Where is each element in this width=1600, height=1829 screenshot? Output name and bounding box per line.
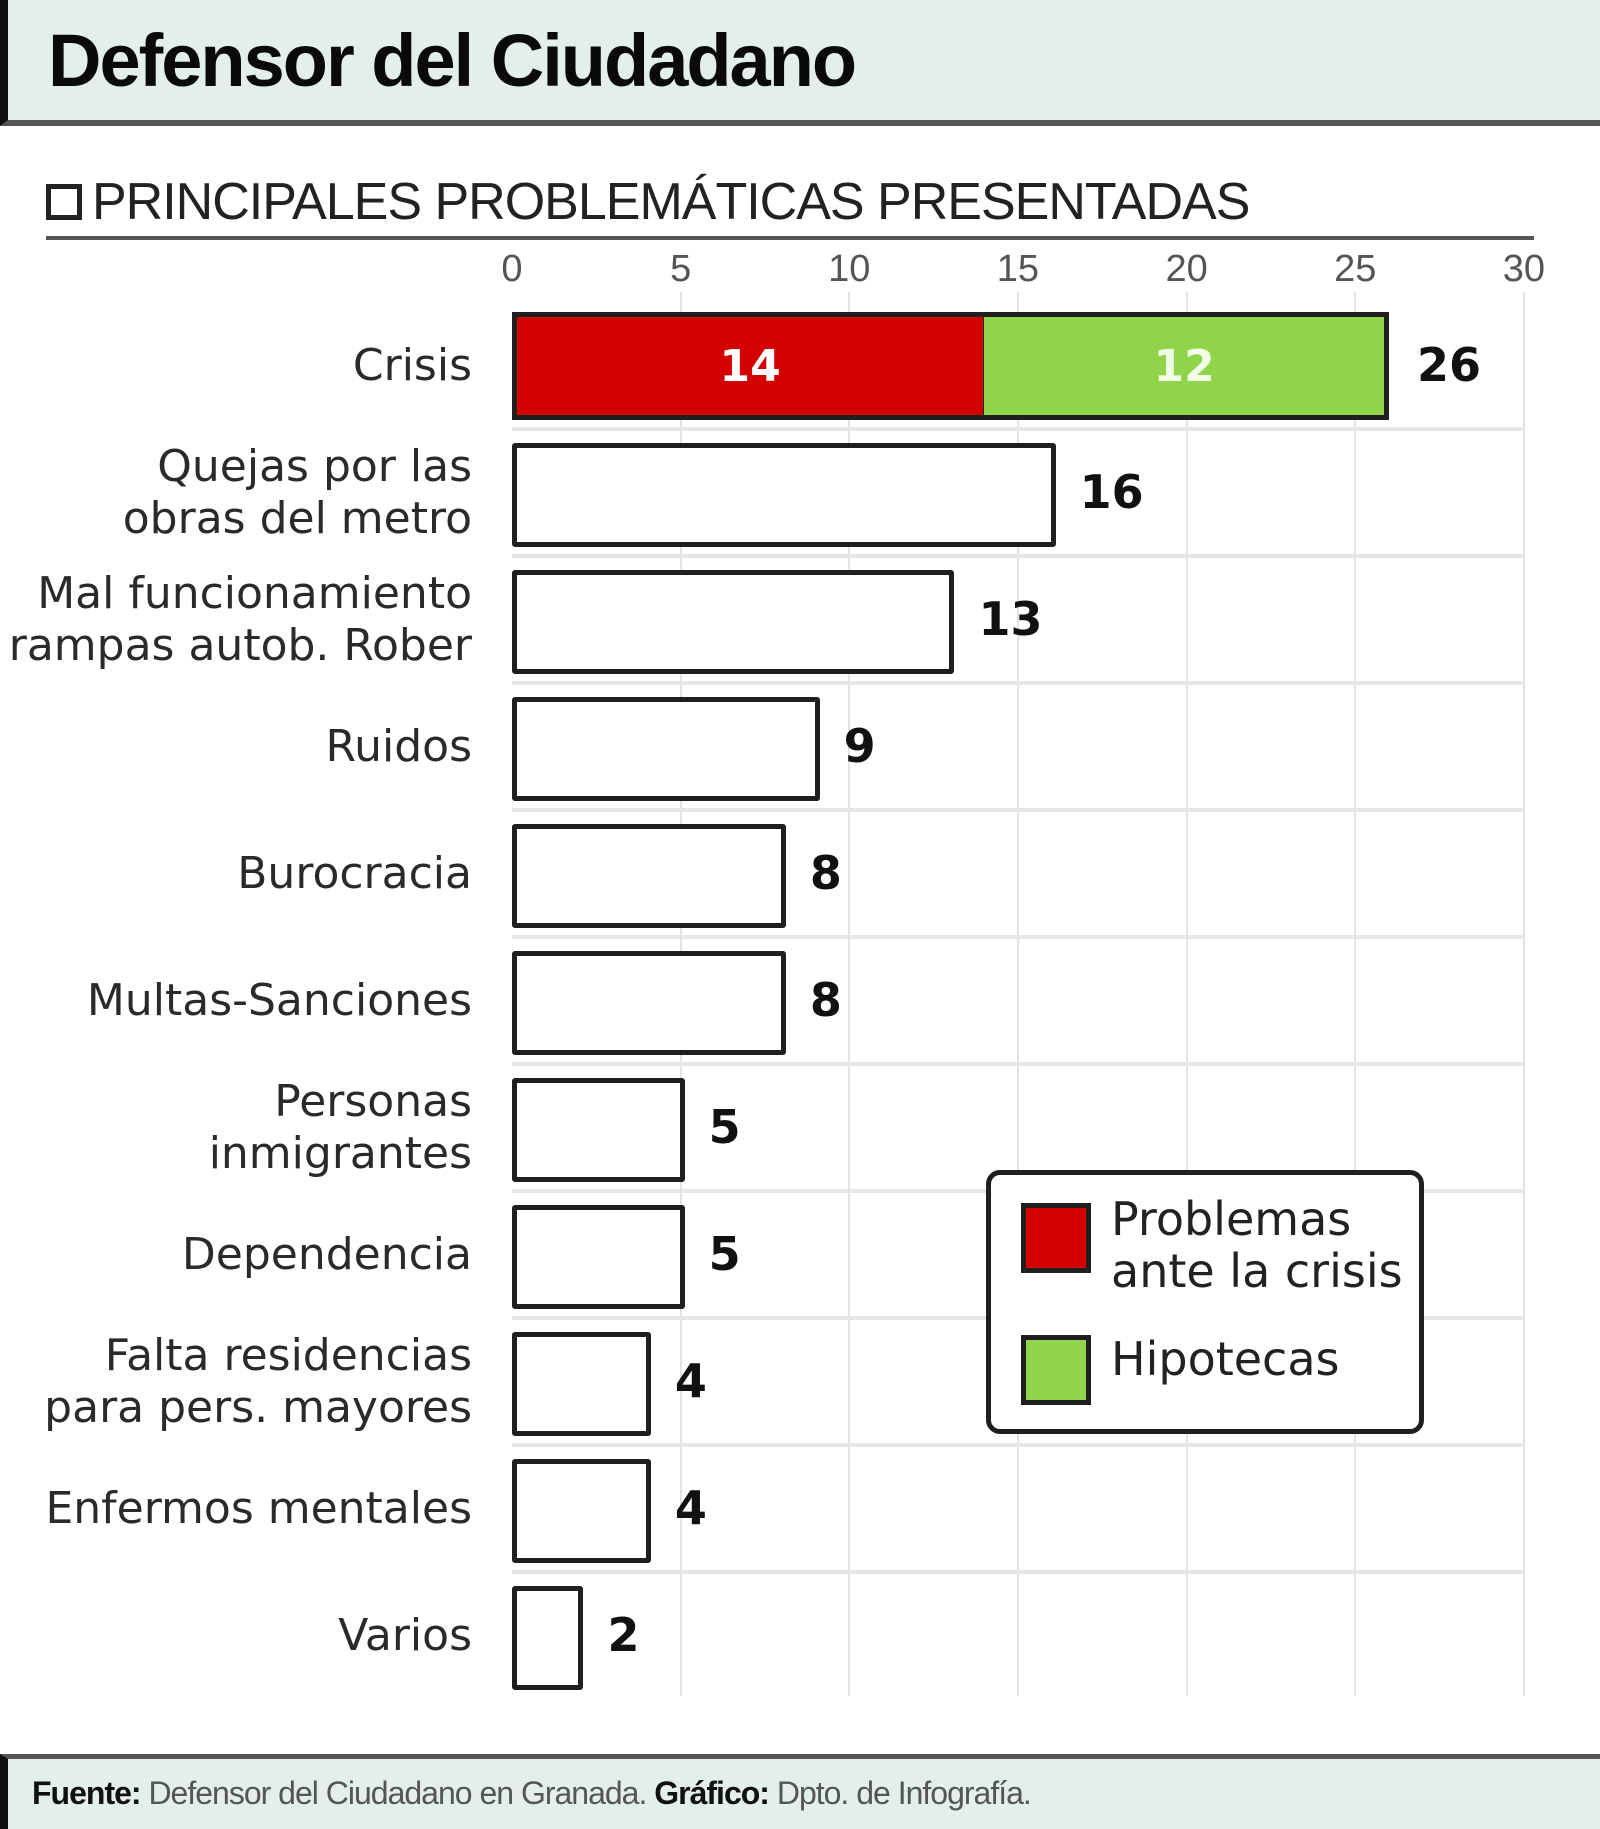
bar-segment-hipotecas: 12 <box>984 312 1389 420</box>
value-label: 8 <box>809 973 842 1027</box>
bar <box>512 951 786 1055</box>
x-tick-label: 30 <box>1502 248 1546 290</box>
h-grid-line <box>512 935 1524 939</box>
graphic-label: Gráfico: <box>654 1775 770 1811</box>
header-band: Defensor del Ciudadano <box>0 0 1600 126</box>
category-label: Mal funcionamiento rampas autob. Rober <box>8 568 472 671</box>
value-label: 4 <box>674 1481 707 1535</box>
category-label: Ruidos <box>325 721 472 772</box>
value-label: 5 <box>708 1100 741 1154</box>
v-grid-line <box>1185 292 1188 1696</box>
footer-credits: Fuente: Defensor del Ciudadano en Granad… <box>0 1754 1600 1829</box>
category-label: Falta residencias para pers. mayores <box>44 1330 472 1433</box>
v-grid-line <box>848 292 851 1696</box>
value-label: 5 <box>708 1227 741 1281</box>
bar <box>512 824 786 928</box>
subtitle-text: PRINCIPALES PROBLEMÁTICAS PRESENTADAS <box>92 173 1250 231</box>
x-tick-label: 0 <box>501 248 523 290</box>
category-label: Burocracia <box>237 848 472 899</box>
bar <box>512 1586 584 1690</box>
bar-segment-crisis: 14 <box>512 312 989 420</box>
bar <box>512 697 820 801</box>
category-label: Varios <box>338 1610 472 1661</box>
h-grid-line <box>512 1062 1524 1066</box>
v-grid-line <box>1354 292 1357 1696</box>
credits-text: Fuente: Defensor del Ciudadano en Granad… <box>32 1775 1032 1812</box>
bar <box>512 570 955 674</box>
category-label: Crisis <box>352 340 472 391</box>
x-tick-label: 10 <box>828 248 871 290</box>
category-label: Quejas por las obras del metro <box>122 441 472 544</box>
value-label: 13 <box>978 592 1043 646</box>
bar <box>512 1205 685 1309</box>
x-tick-label: 20 <box>1165 248 1208 290</box>
chart-subtitle: PRINCIPALES PROBLEMÁTICAS PRESENTADAS <box>46 172 1250 232</box>
category-label: Multas-Sanciones <box>86 975 472 1026</box>
value-label: 26 <box>1416 338 1481 392</box>
value-label: 4 <box>674 1354 707 1408</box>
x-tick-label: 15 <box>996 248 1040 290</box>
bar <box>512 1332 651 1436</box>
v-grid-line <box>1016 292 1019 1696</box>
legend-label-crisis: Problemas ante la crisis <box>1111 1192 1403 1298</box>
h-grid-line <box>512 681 1524 685</box>
square-bullet-icon <box>46 184 82 220</box>
graphic-text: Dpto. de Infografía. <box>768 1775 1032 1811</box>
value-label: 2 <box>607 1608 640 1662</box>
value-label: 16 <box>1079 465 1144 519</box>
legend-label-hipotecas: Hipotecas <box>1111 1332 1340 1386</box>
category-label: Dependencia <box>181 1229 472 1280</box>
v-grid-line <box>1522 292 1525 1696</box>
source-text: Defensor del Ciudadano en Granada. <box>140 1775 655 1811</box>
category-label: Personas inmigrantes <box>208 1076 472 1179</box>
h-grid-line <box>512 427 1524 431</box>
bar <box>512 1459 651 1563</box>
category-label: Enfermos mentales <box>45 1483 472 1534</box>
subtitle-rule <box>46 236 1534 240</box>
page-title: Defensor del Ciudadano <box>48 19 857 102</box>
value-label: 8 <box>809 846 842 900</box>
h-grid-line <box>512 1570 1524 1574</box>
h-grid-line <box>512 554 1524 558</box>
h-grid-line <box>512 808 1524 812</box>
legend-swatch-red <box>1021 1203 1091 1273</box>
x-tick-label: 5 <box>670 248 692 290</box>
legend: Problemas ante la crisis Hipotecas <box>986 1170 1424 1434</box>
x-tick-label: 25 <box>1334 248 1377 290</box>
value-label: 9 <box>843 719 876 773</box>
legend-swatch-green <box>1021 1335 1091 1405</box>
source-label: Fuente: <box>32 1775 142 1811</box>
h-grid-line <box>512 1443 1524 1447</box>
bar <box>512 443 1056 547</box>
bar <box>512 1078 685 1182</box>
